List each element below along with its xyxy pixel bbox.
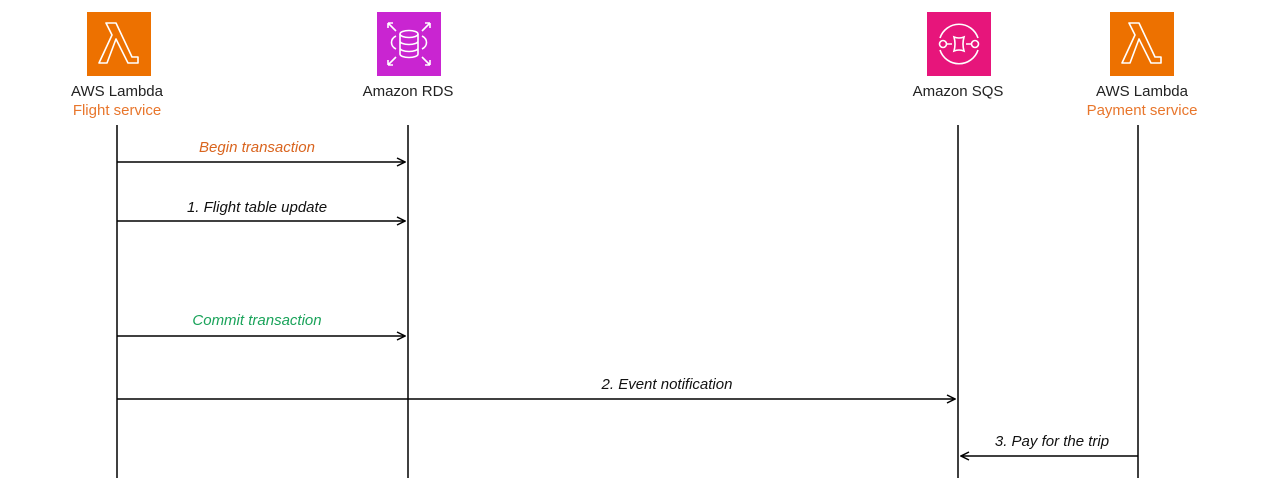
message-label: 3. Pay for the trip — [994, 433, 1110, 450]
message-label: 2. Event notification — [601, 376, 733, 393]
participant-subtitle: Flight service — [72, 102, 162, 119]
participant-name: AWS Lambda — [71, 83, 163, 100]
rds-icon — [377, 12, 441, 76]
lambda-icon — [87, 12, 151, 76]
message-label: Commit transaction — [192, 312, 322, 329]
message-label: 1. Flight table update — [186, 199, 328, 216]
participant-name: AWS Lambda — [1096, 83, 1188, 100]
message-label: Begin transaction — [199, 139, 315, 156]
participant-name: Amazon SQS — [912, 83, 1004, 100]
participant-subtitle: Payment service — [1086, 102, 1198, 119]
participant-name: Amazon RDS — [362, 83, 454, 100]
sqs-icon — [927, 12, 991, 76]
lambda-icon — [1110, 12, 1174, 76]
